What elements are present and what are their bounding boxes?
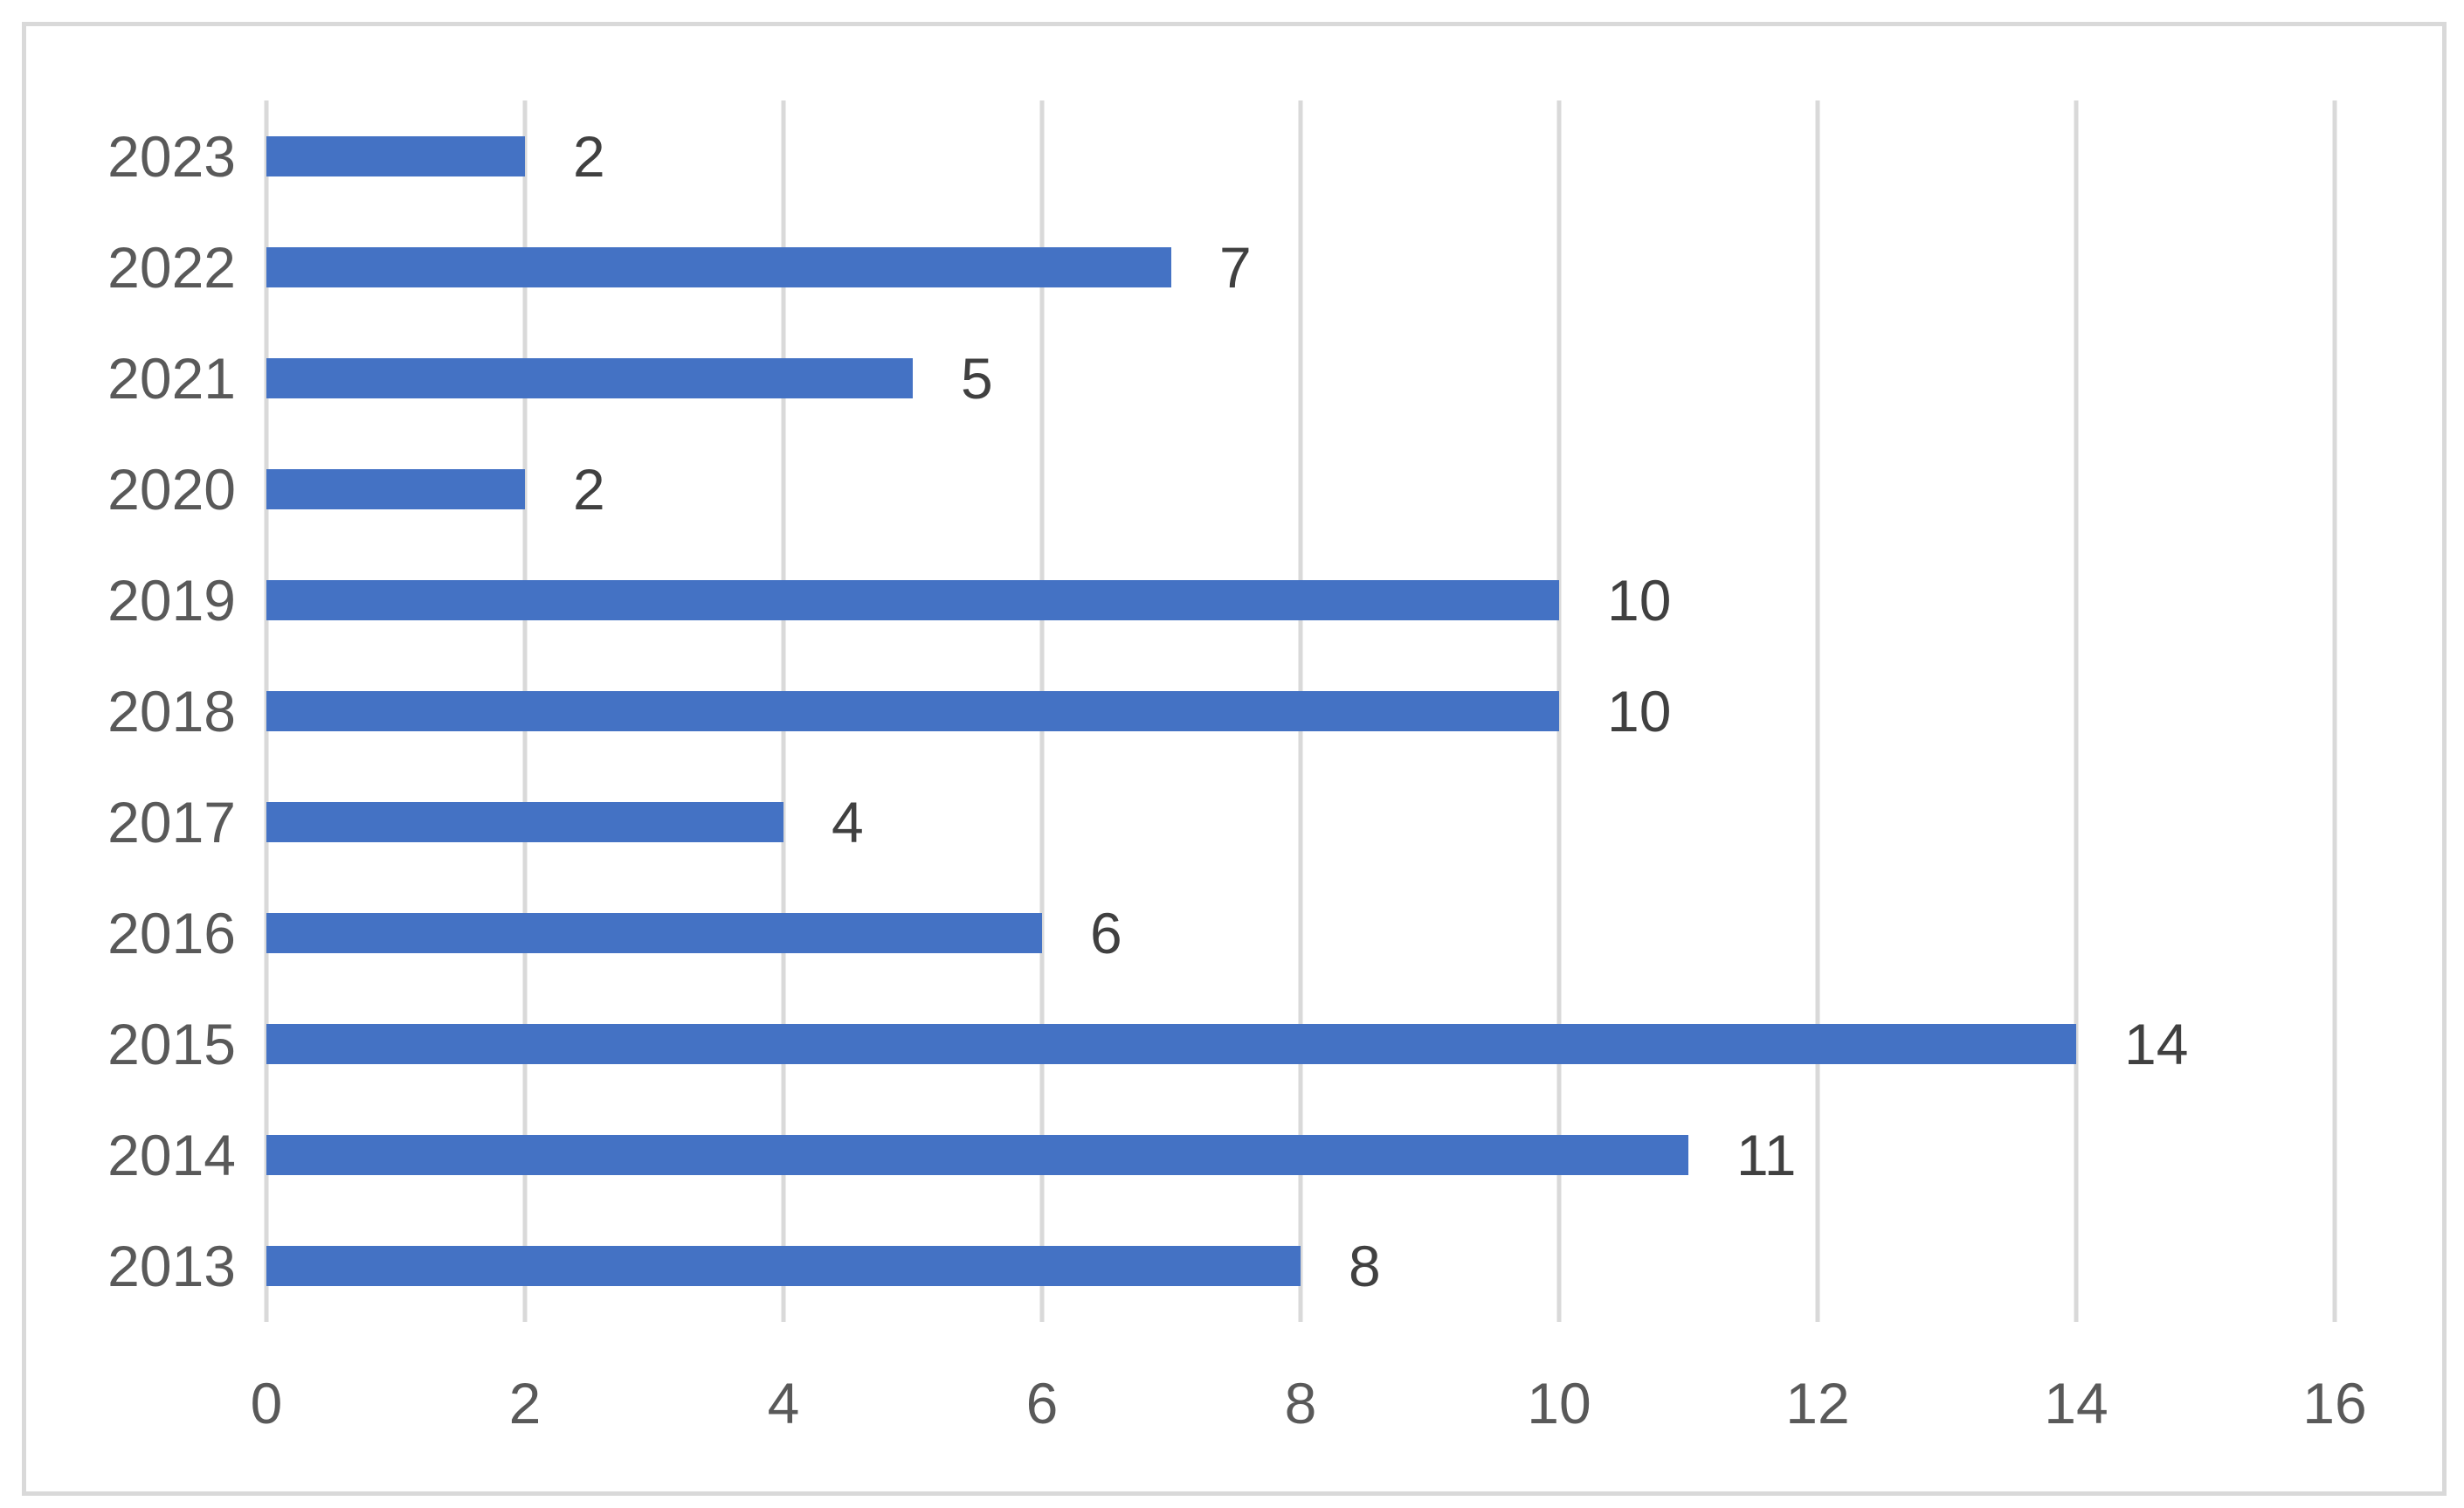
bar-row: 8 <box>266 1211 2335 1322</box>
y-axis-labels: 2023 2022 2021 2020 2019 2018 2017 2016 2015 2014… <box>26 100 236 1322</box>
category-label: 2017 <box>107 790 236 855</box>
bar-row: 11 <box>266 1100 2335 1211</box>
bar-value-label: 10 <box>1607 678 1672 744</box>
bar <box>266 913 1042 954</box>
x-axis: 0 2 4 6 8 10 12 14 16 <box>251 1322 2367 1462</box>
category-label: 2014 <box>107 1123 236 1188</box>
x-tick-label: 4 <box>767 1371 800 1435</box>
bar-row: 2 <box>266 433 2335 544</box>
bar-value-label: 8 <box>1349 1234 1381 1299</box>
bar-value-label: 6 <box>1090 901 1122 966</box>
bar-row: 4 <box>266 767 2335 878</box>
x-tick-label: 12 <box>1785 1371 1850 1435</box>
bar <box>266 135 525 176</box>
x-tick-label: 16 <box>2302 1371 2367 1435</box>
category-label: 2023 <box>107 123 236 189</box>
bar-row: 7 <box>266 211 2335 322</box>
bar <box>266 357 913 398</box>
gridline <box>2332 100 2337 1322</box>
bar <box>266 1246 1301 1287</box>
bar-value-label: 2 <box>573 456 605 522</box>
category-label: 2020 <box>107 456 236 522</box>
bar-row: 10 <box>266 544 2335 655</box>
bar-value-label: 2 <box>573 123 605 189</box>
gridline <box>1815 100 1820 1322</box>
category-label: 2019 <box>107 567 236 633</box>
bar <box>266 1024 2076 1065</box>
x-tick-label: 14 <box>2044 1371 2109 1435</box>
x-tick-label: 8 <box>1284 1371 1317 1435</box>
bar-value-label: 5 <box>961 345 993 411</box>
bar <box>266 468 525 509</box>
bar-row: 5 <box>266 322 2335 433</box>
plot-area: 2 7 5 2 10 10 4 6 14 11 8 <box>264 100 2337 1322</box>
bar-value-label: 4 <box>832 790 864 855</box>
bar-value-label: 14 <box>2124 1012 2189 1077</box>
chart-frame: 2023 2022 2021 2020 2019 2018 2017 2016 2015 2014… <box>22 22 2447 1496</box>
bar-row: 10 <box>266 655 2335 766</box>
bar-row: 6 <box>266 878 2335 989</box>
bar-value-label: 10 <box>1607 567 1672 633</box>
gridline <box>2074 100 2079 1322</box>
bar <box>266 1135 1688 1176</box>
bar <box>266 579 1559 620</box>
bar <box>266 246 1171 287</box>
bar-value-label: 7 <box>1219 234 1252 300</box>
bar <box>266 690 1559 731</box>
x-tick-label: 0 <box>250 1371 283 1435</box>
category-label: 2015 <box>107 1012 236 1077</box>
x-tick-label: 10 <box>1527 1371 1591 1435</box>
category-label: 2013 <box>107 1234 236 1299</box>
bar-row: 14 <box>266 989 2335 1100</box>
category-label: 2021 <box>107 345 236 411</box>
x-tick-label: 2 <box>508 1371 542 1435</box>
category-label: 2022 <box>107 234 236 300</box>
bar-row: 2 <box>266 100 2335 211</box>
category-label: 2018 <box>107 678 236 744</box>
bar <box>266 802 783 843</box>
category-label: 2016 <box>107 901 236 966</box>
bar-value-label: 11 <box>1736 1123 1797 1188</box>
gridline <box>1556 100 1562 1322</box>
x-tick-label: 6 <box>1025 1371 1059 1435</box>
